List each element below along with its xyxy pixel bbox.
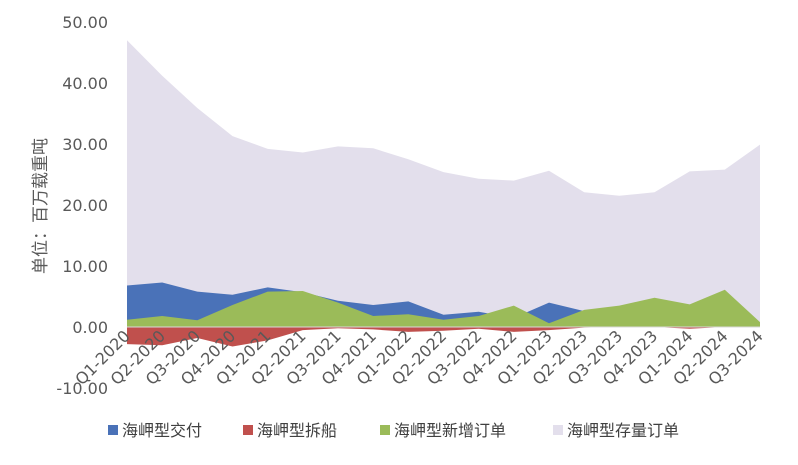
- legend-item: 海岬型交付: [108, 421, 202, 440]
- legend-item: 海岬型新增订单: [380, 421, 506, 440]
- legend-label: 海岬型拆船: [257, 421, 337, 440]
- legend-label: 海岬型交付: [122, 421, 202, 440]
- y-tick-label: 50.00: [62, 13, 108, 32]
- series-area-2: [127, 289, 760, 327]
- y-tick-label: 0.00: [72, 318, 108, 337]
- legend-swatch: [380, 425, 390, 435]
- y-tick-label: 30.00: [62, 135, 108, 154]
- y-tick-label: 20.00: [62, 196, 108, 215]
- y-axis-ticks: -10.00 0.00 10.00 20.00 30.00 40.00 50.00: [56, 13, 108, 398]
- y-tick-label: 40.00: [62, 74, 108, 93]
- legend-swatch: [243, 425, 253, 435]
- legend: 海岬型交付 海岬型拆船 海岬型新增订单 海岬型存量订单: [108, 421, 679, 440]
- legend-item: 海岬型拆船: [243, 421, 337, 440]
- legend-swatch: [108, 425, 118, 435]
- series-area-0: [127, 40, 760, 328]
- legend-item: 海岬型存量订单: [553, 421, 679, 440]
- y-axis-label: 单位：百万载重吨: [31, 138, 51, 274]
- legend-label: 海岬型新增订单: [394, 421, 506, 440]
- y-tick-label: -10.00: [56, 379, 108, 398]
- legend-label: 海岬型存量订单: [567, 421, 679, 440]
- legend-swatch: [553, 425, 563, 435]
- y-tick-label: 10.00: [62, 257, 108, 276]
- series-areas: [127, 40, 760, 347]
- series-area-3: [127, 327, 760, 347]
